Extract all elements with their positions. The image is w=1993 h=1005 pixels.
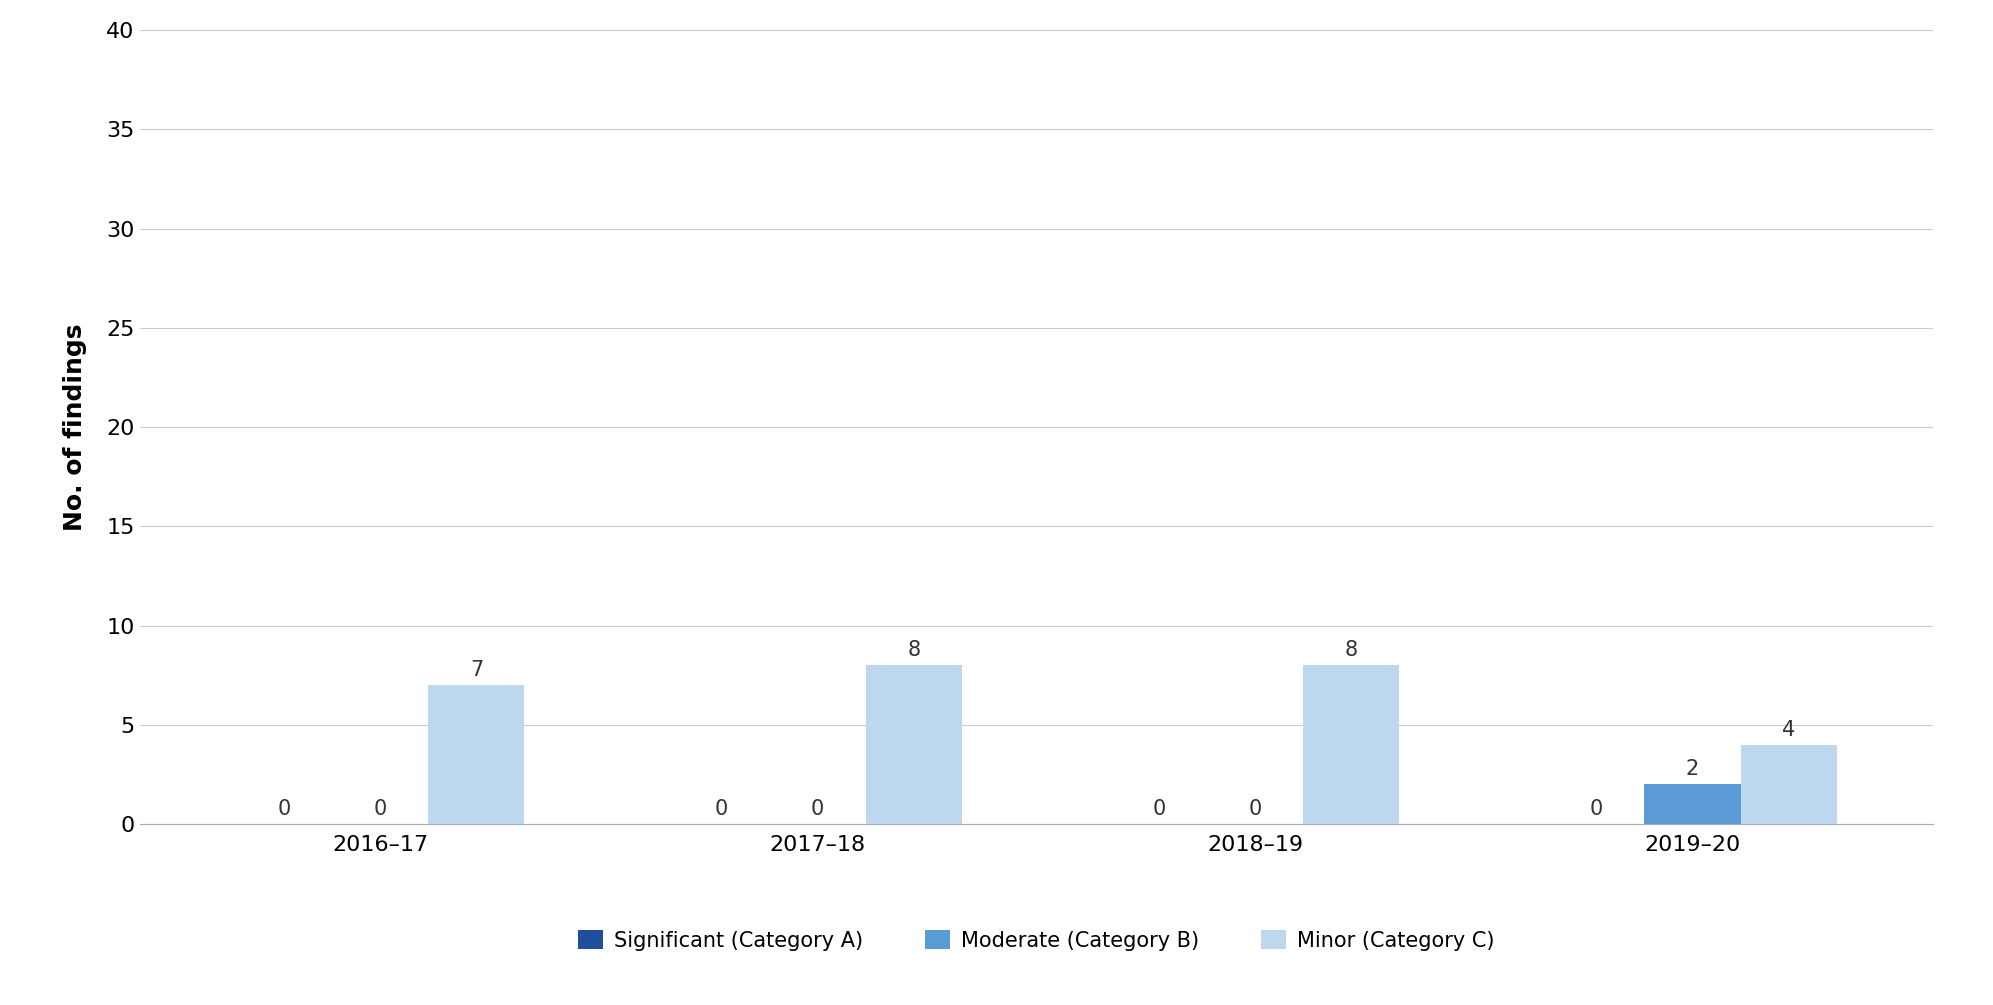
Text: 0: 0	[715, 799, 727, 819]
Text: 0: 0	[1590, 799, 1602, 819]
Text: 0: 0	[373, 799, 387, 819]
Text: 0: 0	[811, 799, 825, 819]
Bar	[1303, 665, 1399, 824]
Text: 0: 0	[1152, 799, 1166, 819]
Text: 0: 0	[1248, 799, 1262, 819]
Bar	[1644, 785, 1740, 824]
Text: 7: 7	[470, 660, 482, 680]
Text: 4: 4	[1782, 720, 1796, 740]
Text: 2: 2	[1686, 760, 1700, 780]
Text: 8: 8	[1345, 640, 1357, 660]
Text: 8: 8	[907, 640, 921, 660]
Y-axis label: No. of findings: No. of findings	[64, 324, 88, 531]
Bar	[428, 685, 524, 824]
Bar	[865, 665, 963, 824]
Text: 0: 0	[277, 799, 291, 819]
Legend: Significant (Category A), Moderate (Category B), Minor (Category C): Significant (Category A), Moderate (Cate…	[570, 922, 1503, 959]
Bar	[1740, 745, 1838, 824]
